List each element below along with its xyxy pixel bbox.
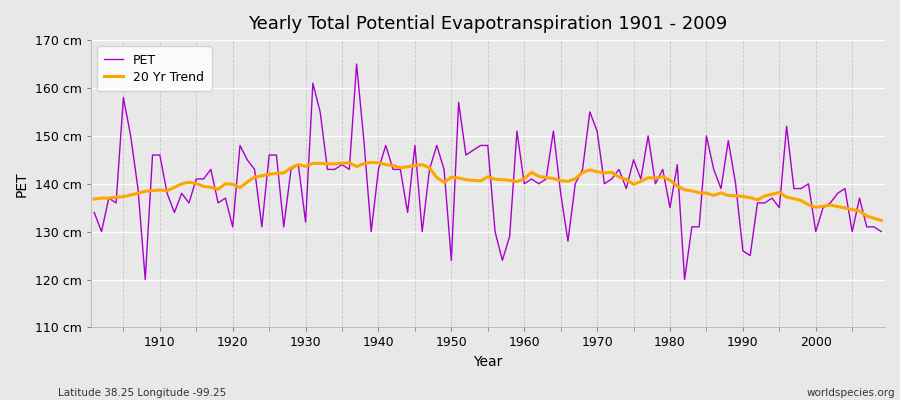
PET [155,153,166,158]
20 Yr Trend [614,175,625,180]
20 Yr Trend [308,161,319,166]
PET [315,110,326,114]
PET [89,210,100,215]
20 Yr Trend [147,188,158,193]
Line: PET: PET [94,64,881,280]
PET [365,229,376,234]
20 Yr Trend [89,197,100,202]
Title: Yearly Total Potential Evapotranspiration 1901 - 2009: Yearly Total Potential Evapotranspiratio… [248,15,727,33]
Y-axis label: PET: PET [15,171,29,196]
20 Yr Trend [518,176,529,181]
20 Yr Trend [351,164,362,169]
PET [534,181,544,186]
X-axis label: Year: Year [473,355,502,369]
PET [526,176,537,181]
PET [621,186,632,191]
Line: 20 Yr Trend: 20 Yr Trend [94,162,881,220]
PET [876,229,886,234]
20 Yr Trend [365,160,376,165]
PET [351,62,362,66]
Text: worldspecies.org: worldspecies.org [807,388,896,398]
Legend: PET, 20 Yr Trend: PET, 20 Yr Trend [97,46,212,91]
Text: Latitude 38.25 Longitude -99.25: Latitude 38.25 Longitude -99.25 [58,388,227,398]
20 Yr Trend [526,170,537,175]
20 Yr Trend [876,218,886,223]
PET [140,277,150,282]
